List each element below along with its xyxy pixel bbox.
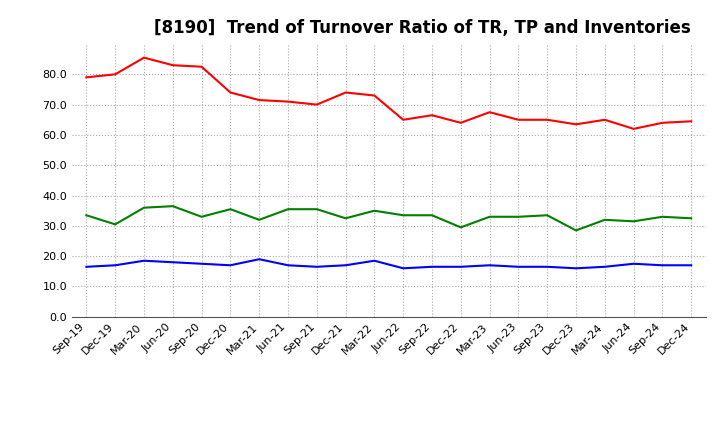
- Inventories: [485, 214, 494, 220]
- Trade Payables: [82, 264, 91, 269]
- Trade Payables: [572, 266, 580, 271]
- Trade Payables: [168, 260, 177, 265]
- Trade Receivables: [370, 93, 379, 98]
- Trade Payables: [514, 264, 523, 269]
- Trade Receivables: [543, 117, 552, 122]
- Trade Payables: [456, 264, 465, 269]
- Trade Receivables: [572, 122, 580, 127]
- Inventories: [168, 204, 177, 209]
- Trade Receivables: [82, 75, 91, 80]
- Line: Trade Payables: Trade Payables: [86, 259, 691, 268]
- Line: Inventories: Inventories: [86, 206, 691, 231]
- Inventories: [370, 208, 379, 213]
- Trade Receivables: [456, 120, 465, 125]
- Legend: Trade Receivables, Trade Payables, Inventories: Trade Receivables, Trade Payables, Inven…: [164, 438, 613, 440]
- Trade Payables: [197, 261, 206, 266]
- Trade Receivables: [111, 72, 120, 77]
- Trade Receivables: [168, 62, 177, 68]
- Trade Payables: [111, 263, 120, 268]
- Trade Receivables: [629, 126, 638, 132]
- Inventories: [82, 213, 91, 218]
- Inventories: [111, 222, 120, 227]
- Inventories: [629, 219, 638, 224]
- Inventories: [543, 213, 552, 218]
- Trade Receivables: [514, 117, 523, 122]
- Inventories: [312, 206, 321, 212]
- Trade Payables: [428, 264, 436, 269]
- Trade Receivables: [687, 119, 696, 124]
- Trade Receivables: [399, 117, 408, 122]
- Trade Payables: [658, 263, 667, 268]
- Inventories: [658, 214, 667, 220]
- Trade Receivables: [255, 97, 264, 103]
- Trade Receivables: [485, 110, 494, 115]
- Trade Payables: [312, 264, 321, 269]
- Trade Payables: [140, 258, 148, 264]
- Inventories: [284, 206, 292, 212]
- Trade Receivables: [658, 120, 667, 125]
- Trade Payables: [600, 264, 609, 269]
- Inventories: [514, 214, 523, 220]
- Trade Payables: [543, 264, 552, 269]
- Inventories: [341, 216, 350, 221]
- Trade Receivables: [140, 55, 148, 60]
- Inventories: [226, 206, 235, 212]
- Inventories: [600, 217, 609, 223]
- Inventories: [140, 205, 148, 210]
- Trade Payables: [226, 263, 235, 268]
- Inventories: [197, 214, 206, 220]
- Trade Receivables: [312, 102, 321, 107]
- Trade Receivables: [226, 90, 235, 95]
- Inventories: [255, 217, 264, 223]
- Trade Receivables: [600, 117, 609, 122]
- Inventories: [399, 213, 408, 218]
- Line: Trade Receivables: Trade Receivables: [86, 58, 691, 129]
- Inventories: [456, 225, 465, 230]
- Inventories: [687, 216, 696, 221]
- Trade Payables: [687, 263, 696, 268]
- Trade Receivables: [428, 113, 436, 118]
- Trade Payables: [255, 257, 264, 262]
- Trade Payables: [485, 263, 494, 268]
- Text: [8190]  Trend of Turnover Ratio of TR, TP and Inventories: [8190] Trend of Turnover Ratio of TR, TP…: [154, 19, 691, 37]
- Trade Payables: [284, 263, 292, 268]
- Inventories: [572, 228, 580, 233]
- Trade Payables: [629, 261, 638, 266]
- Trade Payables: [341, 263, 350, 268]
- Inventories: [428, 213, 436, 218]
- Trade Receivables: [284, 99, 292, 104]
- Trade Payables: [370, 258, 379, 264]
- Trade Receivables: [197, 64, 206, 70]
- Trade Receivables: [341, 90, 350, 95]
- Trade Payables: [399, 266, 408, 271]
